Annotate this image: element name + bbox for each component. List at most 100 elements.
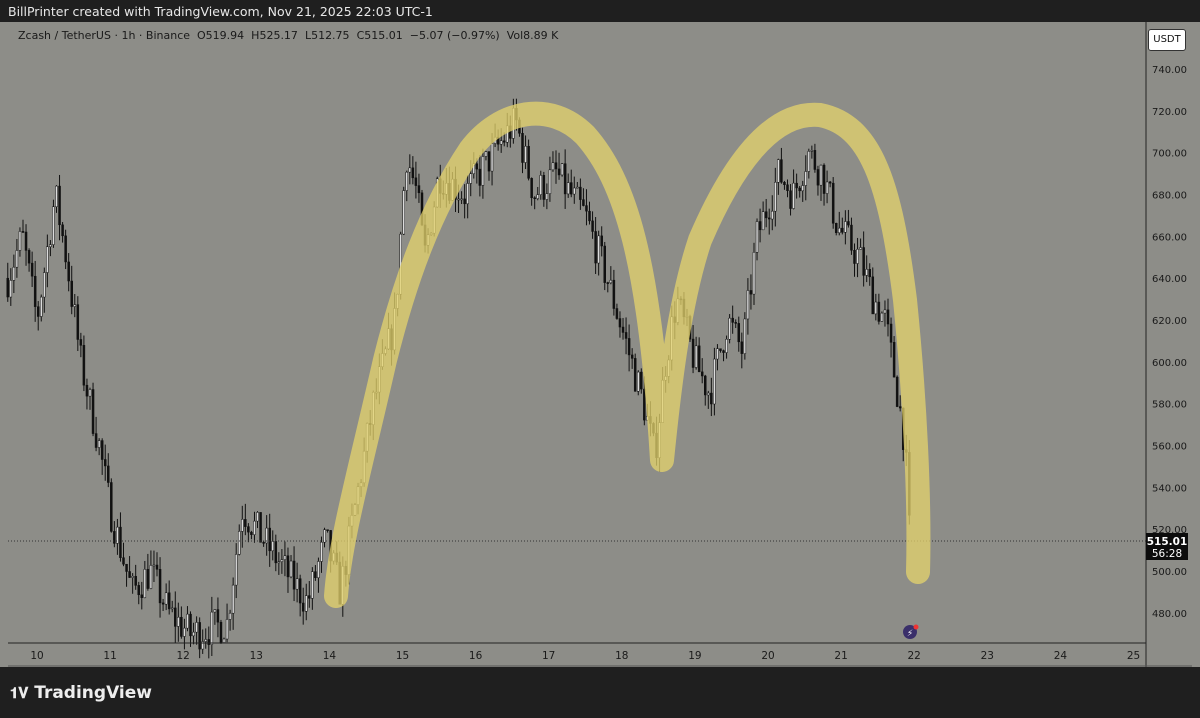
candle-body xyxy=(247,526,250,533)
candle-body xyxy=(18,231,22,251)
y-tick-label: 600.00 xyxy=(1152,358,1187,369)
candle-body xyxy=(268,527,271,552)
candle-body xyxy=(749,290,753,295)
candle-body xyxy=(551,162,555,171)
candle-body xyxy=(292,560,296,590)
candle-body xyxy=(822,164,826,194)
candle-body xyxy=(274,541,278,564)
close-value: C515.01 xyxy=(356,29,403,42)
candle-body xyxy=(289,560,293,578)
candle-body xyxy=(198,622,201,650)
candle-body xyxy=(317,561,320,578)
candle-body xyxy=(874,301,878,315)
candle-body xyxy=(195,622,198,633)
candle-body xyxy=(691,338,695,368)
candle-body xyxy=(795,182,798,189)
candle-body xyxy=(542,175,546,200)
countdown-label: 56:28 xyxy=(1152,548,1182,560)
x-tick-label: 12 xyxy=(177,650,190,662)
candle-body xyxy=(414,177,418,186)
candle-body xyxy=(502,140,506,143)
candle-body xyxy=(853,250,856,264)
candle-body xyxy=(895,376,899,407)
candle-body xyxy=(880,312,884,322)
x-tick-label: 18 xyxy=(615,650,628,662)
candle-body xyxy=(719,348,722,351)
candle-body xyxy=(783,181,786,186)
candle-body xyxy=(305,595,308,612)
candle-body xyxy=(704,375,707,396)
y-tick-label: 660.00 xyxy=(1152,232,1187,243)
candle-body xyxy=(746,290,750,320)
candle-body xyxy=(780,159,783,183)
candle-body xyxy=(463,198,466,205)
currency-button[interactable]: USDT xyxy=(1148,29,1186,51)
candle-body xyxy=(262,542,265,544)
candle-body xyxy=(597,235,600,264)
candle-body xyxy=(618,318,622,328)
candle-body xyxy=(231,584,235,614)
x-tick-label: 25 xyxy=(1127,650,1140,662)
candle-body xyxy=(828,181,832,184)
y-tick-label: 580.00 xyxy=(1152,400,1187,411)
candle-body xyxy=(475,163,479,170)
candle-body xyxy=(207,639,211,645)
candle-body xyxy=(774,182,777,212)
candle-body xyxy=(758,221,762,231)
candle-body xyxy=(277,561,281,564)
candle-body xyxy=(697,345,701,373)
candle-body xyxy=(466,183,469,205)
candle-body xyxy=(478,168,482,186)
candle-body xyxy=(734,322,737,324)
candle-body xyxy=(554,162,558,170)
chart-area[interactable] xyxy=(0,22,1200,667)
candle-body xyxy=(804,171,808,186)
candle-body xyxy=(100,440,104,460)
candle-body xyxy=(569,182,573,195)
candle-body xyxy=(801,185,804,192)
candle-body xyxy=(566,182,570,195)
candle-body xyxy=(771,210,774,220)
candle-body xyxy=(579,186,582,200)
candle-body xyxy=(889,323,893,343)
candle-body xyxy=(85,384,89,397)
candle-body xyxy=(728,317,731,340)
candle-body xyxy=(283,555,287,560)
candle-body xyxy=(716,348,719,360)
candle-body xyxy=(767,217,771,220)
candle-body xyxy=(9,280,13,298)
candle-body xyxy=(73,304,77,307)
candle-body xyxy=(36,306,40,317)
candle-body xyxy=(143,569,147,598)
y-tick-label: 500.00 xyxy=(1152,567,1187,578)
candle-body xyxy=(588,210,591,222)
y-tick-label: 480.00 xyxy=(1152,609,1187,620)
volume-value: Vol8.89 K xyxy=(506,29,559,42)
candle-body xyxy=(122,557,125,565)
candle-body xyxy=(713,358,716,405)
candle-body xyxy=(402,190,405,235)
candle-body xyxy=(707,392,710,396)
candle-body xyxy=(295,578,299,590)
candle-body xyxy=(140,594,144,598)
y-tick-label: 620.00 xyxy=(1152,316,1187,327)
candle-body xyxy=(183,627,186,637)
candle-body xyxy=(886,309,890,325)
candle-body xyxy=(30,262,34,277)
candle-body xyxy=(186,613,189,629)
candle-body xyxy=(892,342,896,378)
y-tick-label: 680.00 xyxy=(1152,191,1187,202)
candle-body xyxy=(308,595,311,599)
candle-body xyxy=(149,565,153,589)
candle-body xyxy=(606,282,610,284)
candle-body xyxy=(844,221,847,233)
candle-body xyxy=(82,345,86,386)
candle-body xyxy=(856,249,859,264)
candle-body xyxy=(128,571,131,578)
candle-body xyxy=(323,529,326,543)
candle-body xyxy=(79,339,83,346)
candle-body xyxy=(536,194,539,199)
candle-body xyxy=(408,167,412,173)
candle-body xyxy=(841,227,844,233)
